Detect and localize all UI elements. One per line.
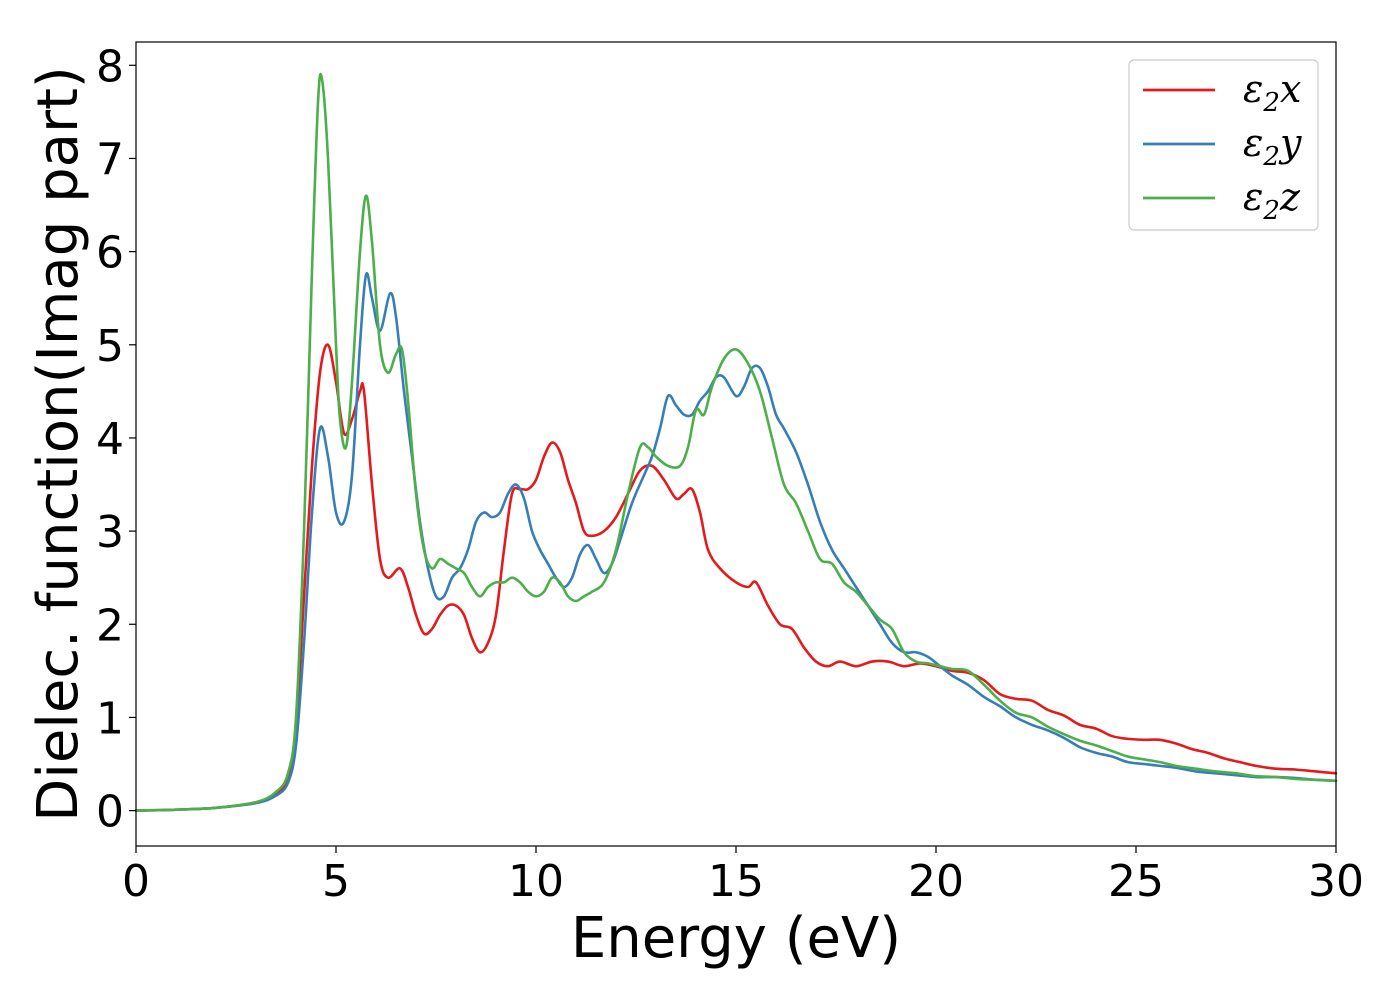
series-line-y bbox=[134, 271, 1338, 812]
y-tick-label: 1 bbox=[96, 693, 124, 744]
y-axis-title: Dielec. function(Imag part) bbox=[26, 66, 91, 822]
y-tick-label: 3 bbox=[96, 507, 124, 558]
series-line-x bbox=[134, 343, 1338, 812]
legend-label-y: ε2y bbox=[1243, 121, 1302, 172]
x-tick-label: 30 bbox=[1308, 856, 1364, 907]
x-tick-label: 10 bbox=[508, 856, 564, 907]
x-tick-label: 25 bbox=[1108, 856, 1164, 907]
x-tick-label: 15 bbox=[708, 856, 764, 907]
y-tick-label: 7 bbox=[96, 134, 124, 185]
x-tick-label: 5 bbox=[322, 856, 350, 907]
x-tick-label: 20 bbox=[908, 856, 964, 907]
y-tick-label: 5 bbox=[96, 321, 124, 372]
legend-label-x: ε2x bbox=[1243, 67, 1301, 118]
series-line-z bbox=[134, 72, 1338, 812]
y-tick-label: 8 bbox=[96, 41, 124, 92]
y-tick-label: 0 bbox=[96, 787, 124, 838]
y-tick-label: 6 bbox=[96, 228, 124, 279]
x-tick-label: 0 bbox=[122, 856, 150, 907]
y-tick-label: 4 bbox=[96, 414, 124, 465]
x-axis-title: Energy (eV) bbox=[571, 906, 901, 971]
legend-box bbox=[1128, 59, 1319, 231]
legend-label-z: ε2z bbox=[1243, 175, 1301, 226]
series-layer bbox=[134, 72, 1338, 812]
y-tick-label: 2 bbox=[96, 600, 124, 651]
tick-layer: 0 5 10 15 20 25 30 0 1 2 3 4 5 6 7 8 bbox=[96, 41, 1364, 907]
